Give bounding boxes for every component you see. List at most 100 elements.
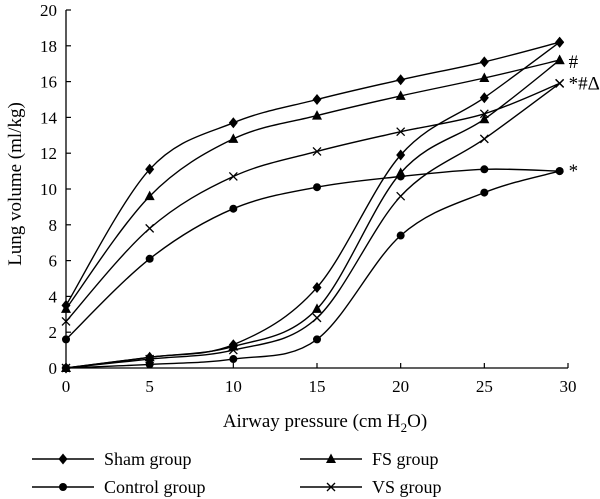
y-tick-label: 18 <box>40 37 57 56</box>
fs-group-annotation: # <box>569 52 579 73</box>
x-tick-label: 10 <box>225 377 242 396</box>
vs-group-inflation-point <box>396 191 406 201</box>
x-marker-stroke <box>479 109 489 119</box>
vs-group-deflation-point <box>396 127 406 137</box>
fs-group-deflation-point <box>554 54 565 65</box>
vs-group-inflation-point <box>312 313 322 323</box>
x-marker-stroke <box>555 78 565 88</box>
sham-group-inflation-point <box>396 149 406 161</box>
y-tick-label: 0 <box>49 359 58 378</box>
legend-label: Control group <box>104 477 206 497</box>
control-group-inflation-line <box>65 170 560 369</box>
legend-marker <box>59 483 67 491</box>
vs-group-inflation-point <box>61 363 71 373</box>
vs-group-annotation: *#Δ <box>569 73 600 94</box>
sham-group-inflation-point <box>479 92 489 104</box>
x-tick-label: 20 <box>392 377 409 396</box>
series-control-group: * <box>62 161 578 372</box>
vs-group-deflation-point <box>228 172 238 181</box>
y-tick-label: 14 <box>40 108 58 127</box>
vs-group-inflation-point <box>228 345 238 355</box>
vs-group-deflation-point <box>145 223 155 233</box>
x-axis-title-end: O) <box>407 411 427 432</box>
sham-group-deflation-point <box>312 94 322 105</box>
sham-group-deflation-point <box>228 117 238 129</box>
control-group-inflation-point <box>145 360 154 369</box>
x-marker-stroke <box>145 354 155 364</box>
y-tick-label: 6 <box>49 252 58 271</box>
control-group-deflation-point <box>229 204 238 213</box>
fs-group-inflation-point <box>479 113 490 124</box>
sham-group-inflation-line <box>65 41 561 369</box>
sham-group-deflation-point <box>396 74 406 86</box>
control-group-inflation-point <box>313 335 321 344</box>
control-group-deflation-point <box>313 183 321 192</box>
control-group-deflation-point <box>145 254 154 263</box>
legend-marker <box>326 482 336 492</box>
control-group-deflation-point <box>555 167 564 176</box>
sham-group-deflation-point <box>479 56 489 68</box>
y-axis-title: Lung volume (ml/kg) <box>5 102 26 266</box>
fs-group-deflation-point <box>61 303 71 313</box>
fs-group-inflation-point <box>312 303 322 313</box>
vs-group-deflation-point <box>555 78 565 88</box>
legend-item-control-group: Control group <box>32 477 206 497</box>
y-tick-label: 2 <box>49 323 58 342</box>
x-marker-stroke <box>145 223 155 233</box>
vs-group-deflation-point <box>61 317 71 326</box>
x-marker-stroke <box>396 127 406 137</box>
vs-group-inflation-point <box>479 134 489 144</box>
x-marker-stroke <box>396 191 406 201</box>
legend-marker <box>326 453 336 463</box>
control-group-inflation-point <box>396 231 405 240</box>
y-tick-label: 16 <box>40 73 57 92</box>
legend-label: VS group <box>372 477 442 497</box>
legend-marker <box>58 453 68 465</box>
fs-group-deflation-point <box>312 110 322 120</box>
legend: Sham group FS group Control group VS group <box>32 449 442 497</box>
control-group-deflation-point <box>480 165 489 174</box>
x-marker-stroke <box>228 345 238 355</box>
legend-label: Sham group <box>104 449 192 469</box>
legend-item-vs-group: VS group <box>300 477 442 497</box>
x-marker-stroke <box>312 146 322 156</box>
y-tick-label: 10 <box>40 180 57 199</box>
fs-group-deflation-point <box>144 190 155 201</box>
fs-group-deflation-point <box>395 90 406 100</box>
series-sham-group <box>61 36 565 374</box>
x-marker-stroke <box>61 363 71 373</box>
fs-group-deflation-point <box>479 72 490 83</box>
x-tick-label: 5 <box>145 377 154 396</box>
sham-group-deflation-point <box>145 163 155 175</box>
legend-label: FS group <box>372 449 439 469</box>
x-tick-label: 30 <box>560 377 577 396</box>
x-tick-label: 15 <box>309 377 326 396</box>
vs-group-inflation-point <box>145 354 155 364</box>
x-tick-label: 0 <box>62 377 71 396</box>
legend-item-sham-group: Sham group <box>32 449 192 469</box>
y-tick-label: 20 <box>40 1 57 20</box>
fs-group-deflation-point <box>228 133 239 143</box>
y-tick-label: 8 <box>49 216 58 235</box>
x-marker-stroke <box>479 134 489 144</box>
x-axis-title-main: Airway pressure (cm H <box>223 411 401 432</box>
control-group-annotation: * <box>569 161 579 182</box>
vs-group-deflation-point <box>479 109 489 119</box>
control-group-deflation-point <box>396 172 405 181</box>
x-axis-title: Airway pressure (cm H2O) <box>223 411 427 435</box>
plot-area: 0 2 4 6 8 10 12 14 16 18 20 0 5 10 15 20 25 30 # * *#Δ <box>40 1 600 396</box>
control-group-inflation-point <box>229 355 238 364</box>
vs-group-inflation-line <box>65 82 561 369</box>
sham-group-inflation-point <box>312 281 322 293</box>
sham-group-deflation-point <box>555 36 565 48</box>
x-axis-title-subscript: 2 <box>401 420 408 435</box>
vs-group-deflation-point <box>312 146 322 156</box>
x-marker-stroke <box>61 317 71 326</box>
y-tick-label: 4 <box>49 287 58 306</box>
series-vs-group: *#Δ <box>61 73 600 373</box>
y-tick-label: 12 <box>40 144 57 163</box>
x-marker-stroke <box>228 172 238 181</box>
control-group-inflation-point <box>480 188 489 197</box>
legend-item-fs-group: FS group <box>300 449 439 469</box>
